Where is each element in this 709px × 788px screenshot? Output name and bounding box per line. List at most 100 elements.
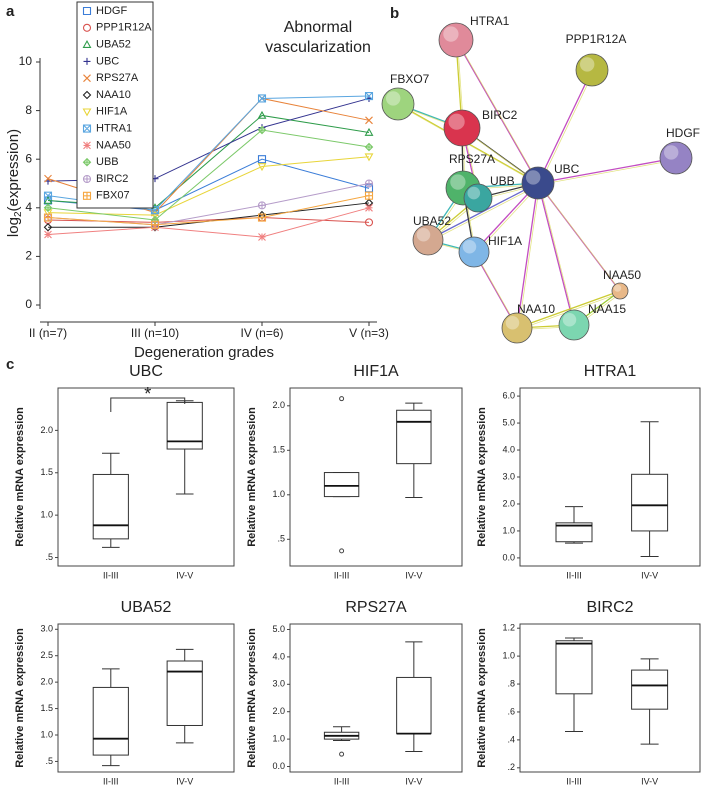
legend-marker: [82, 90, 92, 100]
chart-title: HTRA1: [584, 363, 637, 380]
network-node: [521, 166, 555, 200]
plot-frame: [289, 387, 463, 567]
node-highlight: [580, 57, 595, 72]
node-highlight: [416, 228, 431, 242]
node-highlight: [443, 26, 459, 42]
x-tick-label: II (n=7): [29, 326, 67, 340]
chart-title: UBC: [129, 363, 163, 380]
data-point: [257, 125, 267, 135]
node-label: HDGF: [666, 126, 700, 140]
x-tick-label: IV-V: [641, 570, 658, 580]
chart-title: UBA52: [121, 599, 172, 616]
data-point: [364, 153, 374, 162]
y-axis-label: Relative mRNA expression: [476, 407, 488, 547]
x-tick-label: IV-V: [176, 570, 193, 580]
x-tick-label: IV-V: [641, 776, 658, 786]
y-tick-label: 4.0: [502, 444, 515, 454]
y-tick-label: 1.0: [40, 510, 53, 520]
y-tick-label: 0: [25, 297, 32, 311]
node-highlight: [614, 284, 622, 292]
network-edge: [539, 159, 678, 185]
data-point: [43, 195, 53, 204]
network-edge: [429, 184, 540, 242]
legend-marker: [82, 23, 92, 32]
network-edge: [516, 182, 539, 329]
node-highlight: [562, 313, 577, 327]
x-tick-label: II-III: [334, 776, 350, 786]
y-tick-label: 1.5: [272, 445, 285, 455]
y-tick-label: 5.0: [502, 417, 515, 427]
node-highlight: [505, 316, 520, 330]
network-node: [659, 141, 693, 175]
data-point: [44, 174, 52, 183]
legend-marker: [82, 157, 92, 167]
data-point: [257, 155, 267, 164]
network-edge: [539, 184, 622, 293]
outlier: [339, 751, 345, 757]
network-edge: [457, 41, 540, 185]
network-node: [458, 236, 490, 268]
chart-title: BIRC2: [586, 599, 633, 616]
x-tick-label: V (n=3): [349, 326, 389, 340]
legend-label: UBB: [96, 156, 119, 168]
network-edge: [399, 105, 540, 185]
x-tick-label: IV (n=6): [240, 326, 283, 340]
x-axis-label: Degeneration grades: [134, 344, 274, 361]
data-point: [150, 220, 160, 229]
y-tick-label: 6: [25, 151, 32, 165]
y-tick-label: 6.0: [502, 390, 515, 400]
x-tick-label: IV-V: [176, 776, 193, 786]
network-edge: [537, 157, 677, 184]
node-highlight: [386, 91, 401, 106]
y-axis-label: Relative mRNA expression: [246, 407, 258, 547]
network-edge: [539, 71, 594, 185]
y-tick-label: 0.0: [272, 761, 285, 771]
x-tick-label: II-III: [334, 570, 350, 580]
legend-label: NAA10: [96, 89, 131, 101]
box: [92, 473, 129, 540]
box: [396, 409, 432, 465]
panel-label: a: [6, 3, 15, 20]
y-tick-label: .4: [507, 734, 515, 744]
series-line: [47, 207, 370, 238]
data-point: [364, 142, 374, 152]
y-tick-label: 2.5: [40, 650, 53, 660]
box: [555, 640, 593, 695]
y-tick-label: 5.0: [272, 624, 285, 634]
node-highlight: [450, 174, 466, 190]
chart-title: vascularization: [265, 39, 371, 56]
network-edge: [539, 184, 576, 327]
y-tick-label: 2.0: [502, 498, 515, 508]
y-tick-label: 1.0: [272, 489, 285, 499]
chart-title: HIF1A: [353, 363, 399, 380]
node-highlight: [462, 240, 477, 254]
data-point: [257, 110, 267, 119]
data-point: [43, 191, 53, 200]
data-point: [257, 94, 267, 103]
legend-label: BIRC2: [96, 173, 128, 185]
data-point: [364, 191, 374, 200]
x-tick-label: IV-V: [405, 776, 422, 786]
y-tick-label: 2.0: [272, 706, 285, 716]
data-point: [364, 127, 374, 136]
plot-frame: [519, 623, 701, 773]
box: [631, 473, 669, 532]
data-point: [43, 203, 53, 213]
box: [396, 676, 432, 735]
y-axis-label: Relative mRNA expression: [14, 628, 26, 768]
legend-marker: [83, 74, 91, 83]
node-label: HIF1A: [488, 234, 522, 248]
series-line: [47, 129, 370, 221]
data-point: [257, 163, 267, 172]
legend-marker: [82, 174, 92, 184]
outlier: [339, 396, 345, 402]
node-label: NAA50: [603, 268, 641, 282]
y-axis-label-part: (expression): [5, 129, 22, 212]
panel-label: c: [6, 356, 14, 373]
chart-title: Abnormal: [284, 19, 352, 36]
y-tick-label: .6: [507, 706, 515, 716]
network-edge: [537, 182, 575, 326]
x-tick-label: II-III: [103, 776, 119, 786]
y-tick-label: 3.0: [40, 624, 53, 634]
